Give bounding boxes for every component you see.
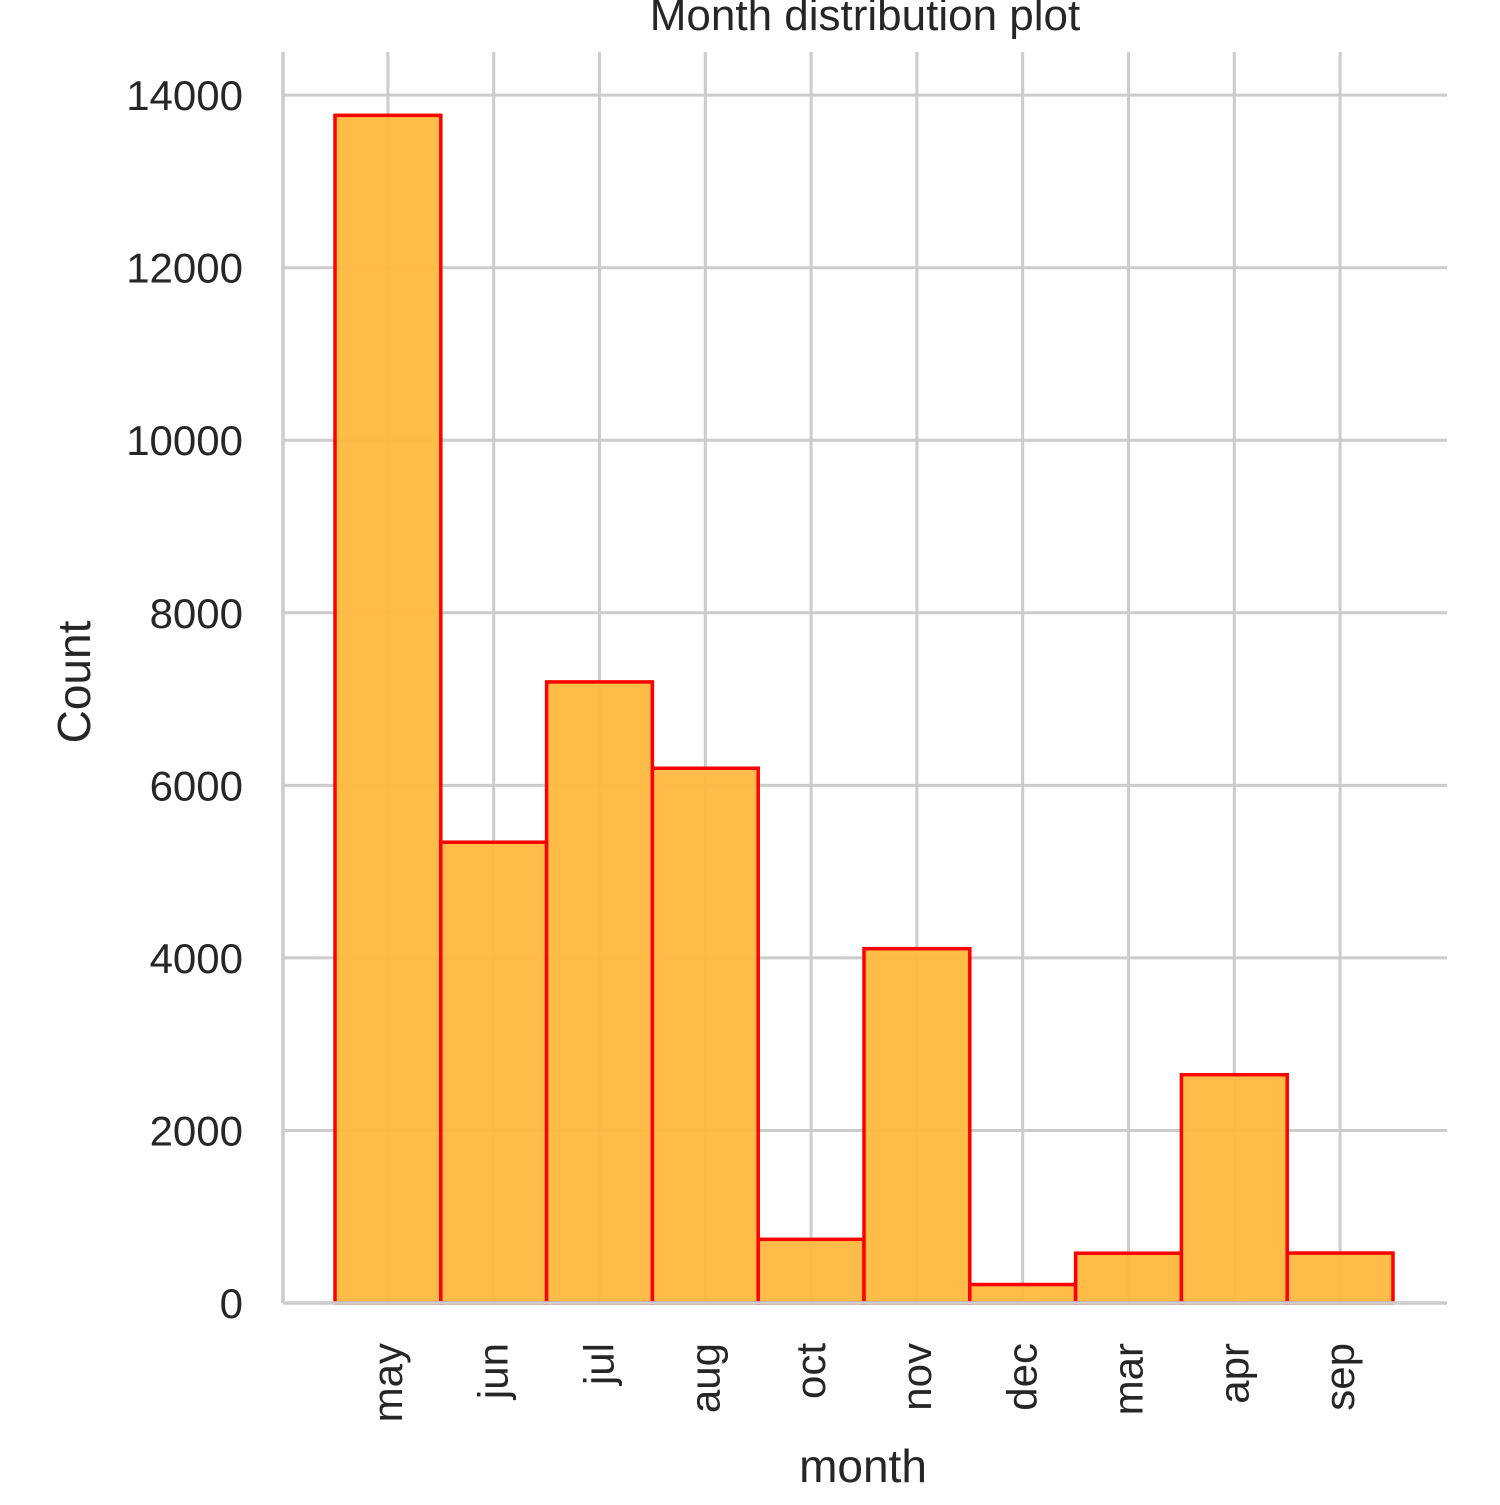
- bar-oct: [756, 1237, 866, 1305]
- bars-layer: [333, 113, 1395, 1305]
- x-tick-label: may: [364, 1343, 411, 1422]
- y-tick-label: 12000: [126, 245, 243, 292]
- x-tick-label: sep: [1316, 1343, 1363, 1411]
- x-tick-label: oct: [787, 1343, 834, 1399]
- y-tick-label: 2000: [150, 1107, 243, 1154]
- bar-jun: [439, 840, 549, 1305]
- bar-jul: [544, 680, 655, 1305]
- axes-layer: [281, 52, 1447, 1305]
- bar-sep: [1285, 1251, 1395, 1305]
- bar-may: [333, 113, 443, 1305]
- x-tick-label: dec: [999, 1343, 1046, 1411]
- x-tick-label: jul: [576, 1343, 623, 1387]
- y-tick-label: 0: [220, 1280, 243, 1327]
- bar-aug: [650, 766, 760, 1305]
- chart-title: Month distribution plot: [650, 0, 1080, 40]
- y-tick-label: 4000: [150, 935, 243, 982]
- labels-layer: 0 2000 4000 6000 8000 10000 12000 14000 may jun ju…: [126, 72, 1363, 1422]
- x-tick-label: nov: [893, 1343, 940, 1411]
- x-tick-label: aug: [681, 1343, 728, 1413]
- x-tick-label: apr: [1210, 1343, 1257, 1404]
- y-tick-label: 14000: [126, 72, 243, 119]
- y-tick-label: 10000: [126, 417, 243, 464]
- y-tick-label: 6000: [150, 762, 243, 809]
- x-axis-label: month: [799, 1440, 927, 1492]
- bar-dec: [968, 1282, 1078, 1305]
- x-tick-label: jun: [470, 1343, 517, 1401]
- y-axis-label: Count: [48, 620, 100, 743]
- bar-mar: [1073, 1251, 1184, 1305]
- bar-nov: [862, 946, 972, 1305]
- y-tick-label: 8000: [150, 590, 243, 637]
- bar-apr: [1179, 1072, 1289, 1305]
- x-tick-label: mar: [1105, 1343, 1152, 1415]
